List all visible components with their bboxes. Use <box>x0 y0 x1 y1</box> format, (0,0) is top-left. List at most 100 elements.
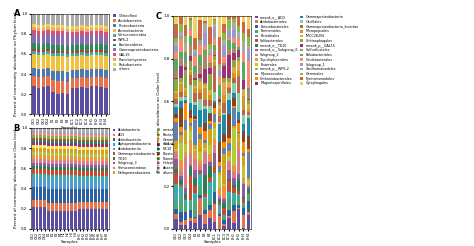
Bar <box>32 142 35 145</box>
Bar <box>86 189 89 201</box>
Bar <box>59 136 62 139</box>
Bar <box>213 153 216 166</box>
Bar <box>101 135 104 137</box>
Bar <box>82 144 85 147</box>
Bar <box>232 43 236 47</box>
Bar <box>90 31 93 35</box>
Bar <box>189 110 192 118</box>
Bar <box>90 140 92 142</box>
Bar <box>66 82 69 94</box>
Bar <box>213 173 216 191</box>
Bar <box>218 16 221 37</box>
Bar <box>198 161 202 165</box>
Bar <box>32 207 35 229</box>
Bar <box>189 85 192 104</box>
Bar <box>100 25 103 28</box>
Bar <box>59 123 62 132</box>
Bar <box>66 141 69 143</box>
Bar <box>98 125 100 133</box>
Bar <box>80 28 84 31</box>
Bar <box>100 52 103 55</box>
Bar <box>232 30 236 38</box>
Bar <box>66 134 69 136</box>
Bar <box>222 220 226 224</box>
Bar <box>189 31 192 36</box>
Bar <box>80 31 84 35</box>
Bar <box>237 133 240 139</box>
Bar <box>36 166 38 169</box>
Bar <box>63 139 65 141</box>
Bar <box>32 68 36 76</box>
Bar <box>82 142 85 144</box>
Bar <box>184 90 187 96</box>
Bar <box>86 176 89 180</box>
Bar <box>218 214 221 216</box>
Bar <box>246 185 250 186</box>
Bar <box>63 175 65 179</box>
Bar <box>39 178 42 187</box>
Bar <box>90 55 93 69</box>
Bar <box>184 96 187 97</box>
Bar <box>95 86 98 114</box>
Bar <box>184 212 187 220</box>
Bar <box>90 209 92 229</box>
Bar <box>189 153 192 165</box>
Bar <box>198 186 202 195</box>
Bar <box>222 142 226 148</box>
Bar <box>184 120 187 130</box>
Bar <box>203 164 207 175</box>
Bar <box>193 205 197 216</box>
Bar <box>86 133 89 135</box>
Bar <box>98 144 100 147</box>
Bar <box>39 148 42 152</box>
Bar <box>222 224 226 226</box>
Bar <box>232 188 236 194</box>
Bar <box>39 131 42 133</box>
Bar <box>193 218 197 223</box>
Bar <box>237 208 240 209</box>
Bar <box>227 192 231 198</box>
Bar <box>222 104 226 112</box>
Bar <box>237 57 240 61</box>
Bar <box>56 28 60 31</box>
Bar <box>32 30 36 34</box>
Bar <box>61 81 64 93</box>
Bar <box>100 44 103 50</box>
Bar <box>74 167 77 170</box>
Bar <box>179 17 182 24</box>
Bar <box>227 55 231 78</box>
Bar <box>198 127 202 134</box>
Bar <box>74 141 77 143</box>
Bar <box>74 146 77 149</box>
Bar <box>218 122 221 123</box>
Bar <box>95 31 98 35</box>
Bar <box>75 53 79 56</box>
Bar <box>184 63 187 67</box>
Bar <box>184 220 187 225</box>
Bar <box>208 106 211 113</box>
Bar <box>94 142 97 144</box>
Bar <box>208 166 211 177</box>
Bar <box>174 71 178 78</box>
Bar <box>198 74 202 78</box>
Bar <box>39 200 42 207</box>
Bar <box>36 140 38 142</box>
Bar <box>32 135 35 138</box>
Bar <box>193 119 197 120</box>
Bar <box>39 174 42 178</box>
Bar <box>242 197 246 199</box>
Bar <box>174 52 178 59</box>
Bar <box>47 132 50 134</box>
Bar <box>174 159 178 169</box>
Bar <box>232 185 236 188</box>
Bar <box>246 136 250 149</box>
Bar <box>43 124 46 131</box>
Bar <box>218 195 221 199</box>
Bar <box>246 49 250 61</box>
Bar <box>43 174 46 178</box>
Bar <box>51 31 55 35</box>
Bar <box>94 180 97 189</box>
Bar <box>101 161 104 165</box>
Bar <box>242 208 246 215</box>
Bar <box>36 163 38 166</box>
